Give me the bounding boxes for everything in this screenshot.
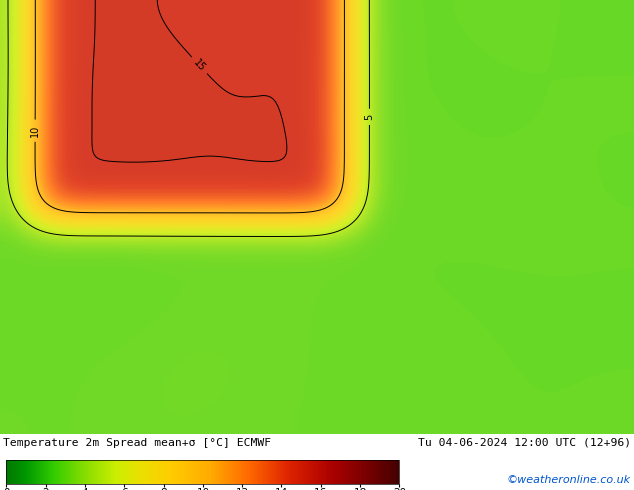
Text: 5: 5 bbox=[365, 114, 375, 120]
Text: 10: 10 bbox=[30, 124, 40, 137]
Text: Temperature 2m Spread mean+σ [°C] ECMWF: Temperature 2m Spread mean+σ [°C] ECMWF bbox=[3, 438, 271, 448]
Text: 15: 15 bbox=[191, 57, 207, 74]
Text: ©weatheronline.co.uk: ©weatheronline.co.uk bbox=[506, 475, 630, 485]
Text: Tu 04-06-2024 12:00 UTC (12+96): Tu 04-06-2024 12:00 UTC (12+96) bbox=[418, 438, 631, 448]
